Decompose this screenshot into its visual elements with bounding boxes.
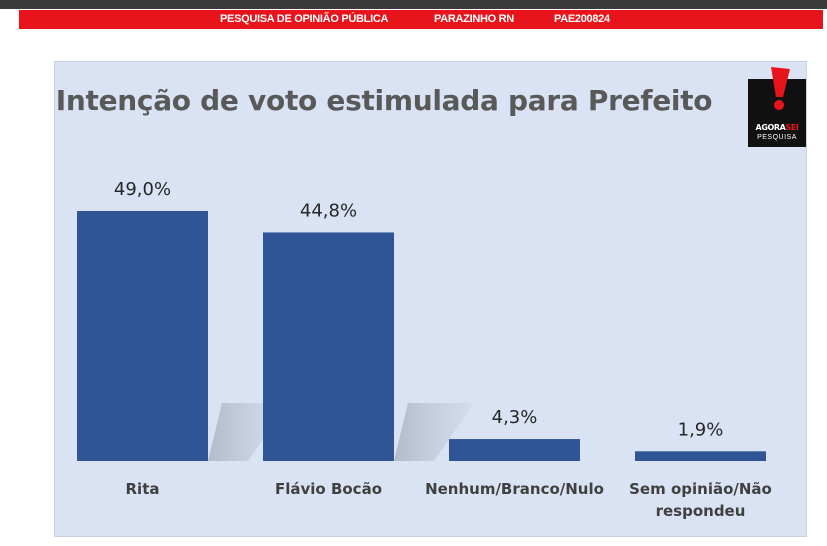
- top-window-strip: [0, 0, 827, 9]
- survey-code: PAE200824: [554, 13, 610, 25]
- bar-sem-opiniao-nao-respondeu: [635, 451, 766, 461]
- data-labels-group: 49,0% 44,8% 4,3% 1,9%: [114, 179, 723, 440]
- logo-brand-main: AGORA: [755, 123, 786, 132]
- bars-group: [77, 211, 766, 461]
- chart-title: Intenção de voto estimulada para Prefeit…: [55, 84, 713, 117]
- data-label-nenhum-branco-nulo: 4,3%: [492, 407, 538, 428]
- bar-rita: [77, 211, 208, 461]
- logo-brand-accent: SEI: [785, 123, 799, 132]
- bar-flavio-bocao: [263, 232, 394, 461]
- category-label-rita: Rita: [126, 480, 160, 498]
- data-label-rita: 49,0%: [114, 179, 171, 200]
- data-label-sem-opiniao-nao-respondeu: 1,9%: [678, 419, 724, 440]
- bar-nenhum-branco-nulo: [449, 439, 580, 461]
- category-label-sem-opiniao-nao-respondeu-line-2: respondeu: [656, 502, 746, 520]
- agorasei-logo: AGORASEI PESQUISA: [748, 67, 806, 147]
- survey-location: PARAZINHO RN: [434, 13, 514, 25]
- category-label-sem-opiniao-nao-respondeu-line-1: Sem opinião/Não: [629, 480, 772, 498]
- data-label-flavio-bocao: 44,8%: [300, 200, 357, 221]
- category-label-nenhum-branco-nulo: Nenhum/Branco/Nulo: [425, 480, 604, 498]
- category-labels-group: Rita Flávio Bocão Nenhum/Branco/Nulo Sem op…: [126, 480, 772, 520]
- category-label-flavio-bocao: Flávio Bocão: [275, 480, 382, 498]
- logo-brand: AGORASEI: [750, 123, 804, 132]
- logo-subtitle: PESQUISA: [757, 134, 797, 141]
- survey-header-band: PESQUISA DE OPINIÃO PÚBLICA PARAZINHO RN…: [19, 10, 823, 29]
- bar-shadow-flavio-bocao: [394, 403, 474, 461]
- survey-title: PESQUISA DE OPINIÃO PÚBLICA: [220, 13, 389, 25]
- exclamation-icon: [771, 67, 790, 110]
